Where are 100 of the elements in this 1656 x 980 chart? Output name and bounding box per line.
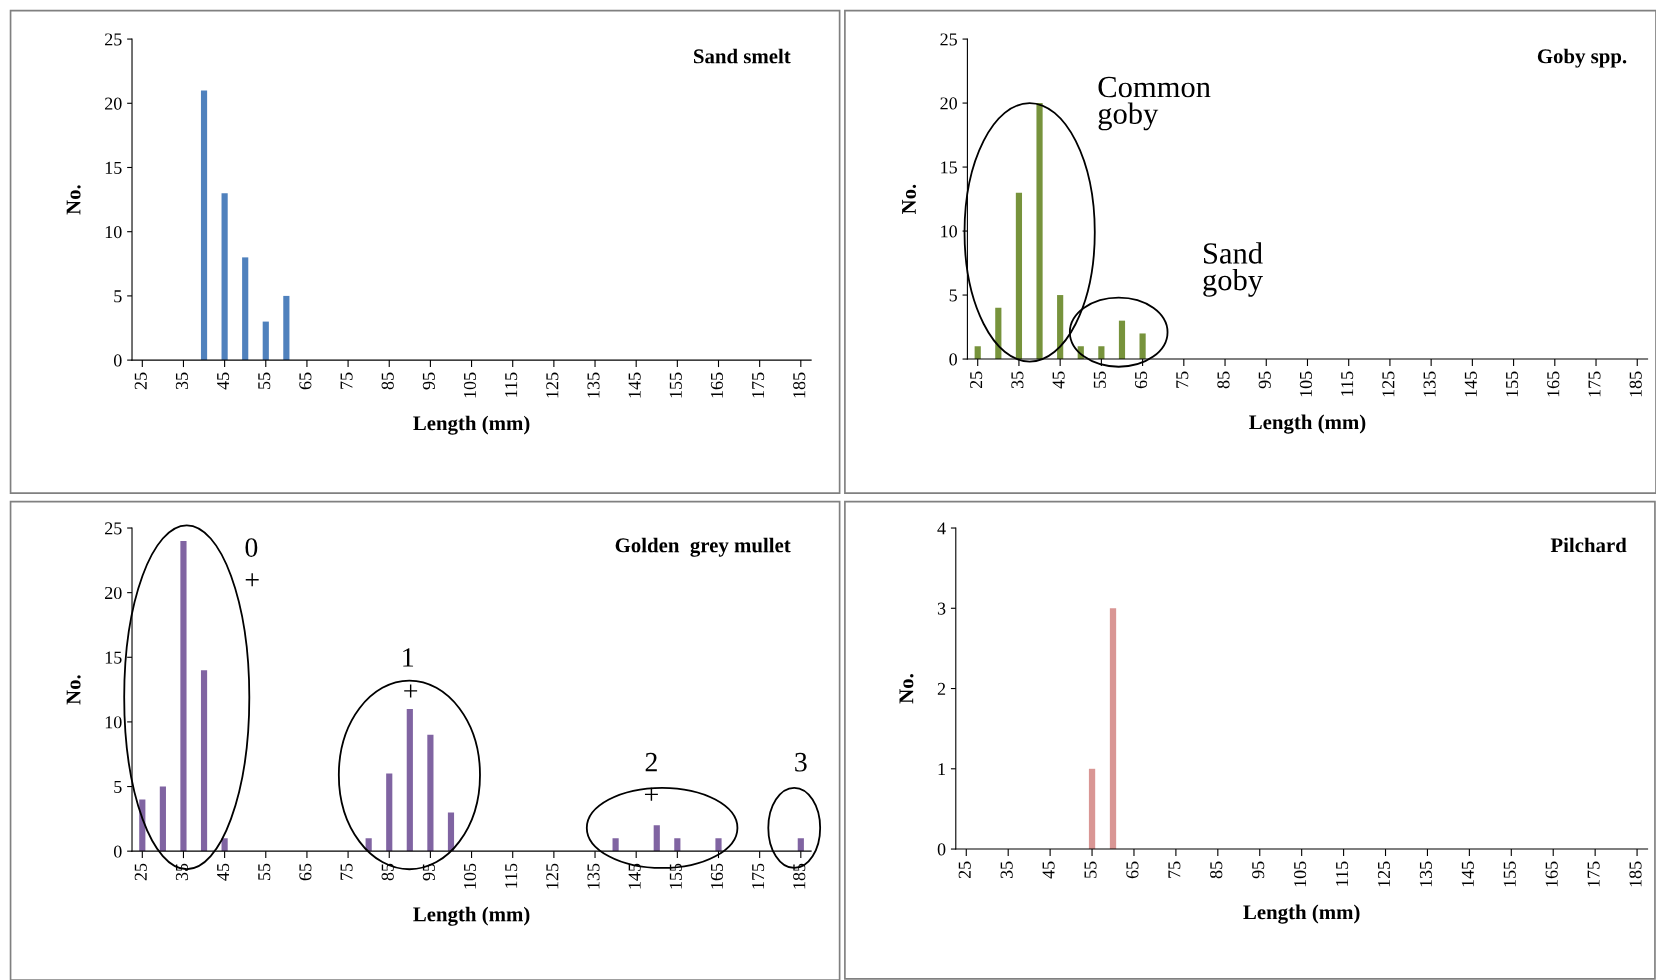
x-tick-label: 95 — [1258, 371, 1271, 389]
x-tick-label: 155 — [669, 863, 682, 889]
x-tick-label: 35 — [1011, 371, 1024, 389]
y-axis-title: No. — [66, 185, 81, 215]
y-tick-label: 20 — [940, 97, 957, 110]
x-tick-label: 125 — [1377, 861, 1391, 887]
bar — [386, 773, 393, 852]
x-tick-label: 45 — [1052, 371, 1065, 389]
bar — [221, 193, 228, 361]
x-tick-label: 35 — [1000, 861, 1013, 879]
x-tick-label: 45 — [217, 863, 230, 881]
x-axis-title: Length (mm) — [413, 415, 530, 435]
x-tick-label: 55 — [1093, 371, 1106, 388]
annotation: Sand goby — [1203, 242, 1263, 297]
bar — [1118, 320, 1126, 360]
x-tick-label: 135 — [587, 863, 600, 889]
chart-title: Goby spp. — [1537, 48, 1627, 68]
y-tick-label: 5 — [114, 780, 122, 793]
x-tick-label: 165 — [710, 863, 724, 889]
x-tick-label: 145 — [1464, 371, 1477, 397]
y-tick-label: 15 — [941, 161, 957, 174]
x-tick-label: 85 — [381, 863, 394, 881]
x-tick-label: 45 — [1042, 861, 1055, 879]
annotation: + — [245, 573, 259, 587]
y-tick-label: 0 — [113, 354, 122, 367]
x-tick-label: 25 — [134, 863, 147, 881]
x-tick-label: 175 — [752, 863, 765, 889]
annotation: Common goby — [1098, 76, 1211, 131]
x-tick-label: 45 — [217, 372, 230, 390]
x-tick-label: 95 — [1252, 861, 1265, 879]
x-tick-label: 85 — [1217, 371, 1230, 389]
y-tick-label: 15 — [105, 651, 122, 664]
x-axis-title: Length (mm) — [1249, 414, 1366, 434]
x-tick-label: 185 — [793, 372, 806, 398]
x-tick-label: 185 — [1629, 371, 1642, 397]
x-tick-label: 65 — [1134, 371, 1148, 389]
chart-title: Sand smelt — [694, 48, 791, 64]
y-tick-label: 25 — [940, 33, 957, 46]
x-tick-label: 135 — [1423, 371, 1436, 397]
bar — [283, 295, 290, 361]
x-tick-label: 105 — [463, 863, 477, 889]
x-tick-label: 65 — [299, 372, 312, 390]
x-tick-label: 75 — [340, 372, 353, 389]
x-tick-label: 95 — [422, 372, 435, 390]
bar — [221, 838, 228, 852]
x-tick-label: 25 — [134, 372, 147, 390]
y-tick-label: 5 — [949, 289, 957, 302]
bar — [715, 838, 722, 852]
y-axis-title: No. — [899, 674, 914, 704]
y-tick-label: 10 — [105, 225, 122, 239]
bar — [406, 708, 413, 852]
annotation: 1 — [403, 648, 414, 667]
bar — [427, 734, 434, 852]
annotation: 0 — [245, 538, 258, 557]
x-tick-label: 155 — [669, 372, 682, 398]
x-tick-label: 75 — [1168, 861, 1181, 878]
x-tick-label: 75 — [340, 863, 353, 880]
bar — [653, 825, 660, 852]
y-tick-label: 15 — [105, 161, 122, 174]
bar — [447, 812, 455, 852]
x-tick-label: 115 — [1336, 861, 1349, 886]
annotation: + — [644, 787, 658, 801]
x-tick-label: 165 — [710, 372, 724, 398]
bar — [1057, 295, 1064, 360]
x-tick-label: 115 — [1341, 371, 1354, 396]
annotation: 3 — [795, 752, 807, 772]
bar — [180, 540, 187, 852]
y-tick-label: 3 — [937, 602, 946, 615]
x-tick-label: 105 — [1294, 861, 1307, 887]
y-tick-label: 1 — [938, 763, 945, 776]
bar — [1098, 346, 1105, 360]
x-tick-label: 125 — [1382, 371, 1395, 397]
x-tick-label: 105 — [1299, 371, 1312, 397]
bar — [200, 90, 208, 361]
x-tick-label: 125 — [546, 372, 559, 398]
x-axis-title: Length (mm) — [413, 906, 530, 926]
x-tick-label: 35 — [175, 372, 188, 390]
y-tick-label: 20 — [105, 586, 122, 600]
x-tick-label: 125 — [546, 863, 559, 889]
x-tick-label: 165 — [1545, 861, 1558, 887]
x-axis-title: Length (mm) — [1243, 904, 1360, 924]
x-tick-label: 65 — [1126, 861, 1139, 879]
bar — [242, 257, 249, 361]
annotation: 2 — [645, 752, 657, 772]
x-tick-label: 25 — [970, 371, 983, 389]
x-tick-label: 185 — [793, 863, 806, 889]
x-tick-label: 115 — [505, 863, 518, 888]
y-tick-label: 5 — [114, 290, 122, 303]
annotation: + — [404, 684, 418, 698]
bar — [974, 346, 981, 360]
bar — [995, 307, 1002, 360]
x-tick-label: 55 — [1084, 861, 1097, 878]
y-tick-label: 10 — [941, 225, 957, 238]
bar — [1139, 333, 1146, 360]
y-tick-label: 0 — [113, 845, 122, 858]
bar — [200, 670, 208, 852]
x-tick-label: 145 — [1461, 861, 1474, 887]
y-tick-label: 4 — [937, 522, 946, 535]
y-tick-label: 0 — [949, 353, 957, 366]
x-tick-label: 145 — [628, 863, 641, 889]
